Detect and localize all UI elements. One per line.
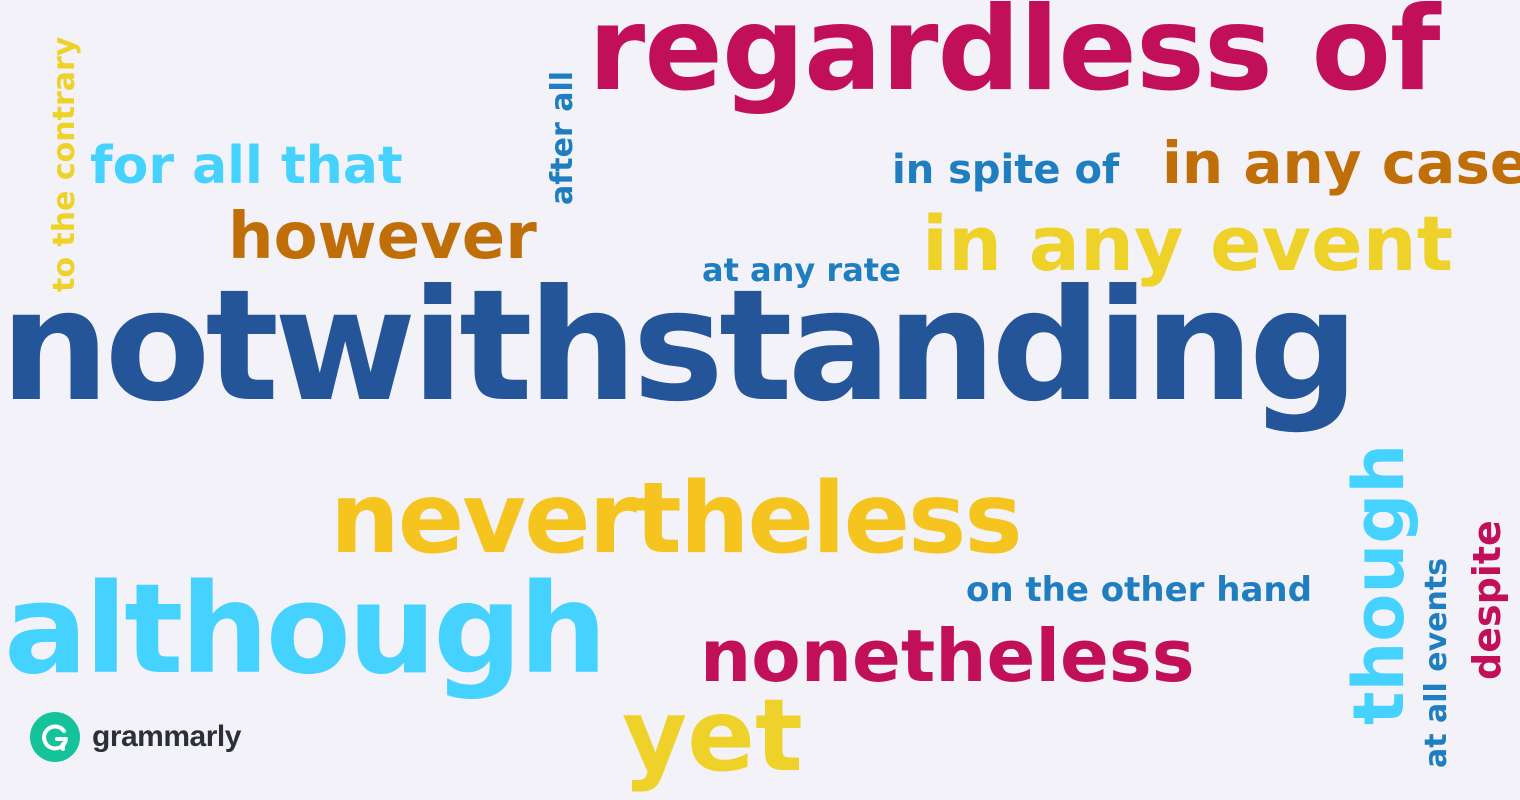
word-however: however — [228, 200, 537, 274]
logo-wordmark: grammarly — [92, 720, 241, 753]
word-to-the-contrary: to the contrary — [47, 36, 82, 292]
word-nonetheless: nonetheless — [700, 614, 1195, 698]
word-on-the-other-hand: on the other hand — [966, 570, 1312, 610]
grammarly-g-icon — [30, 712, 80, 762]
word-though: though — [1338, 443, 1420, 725]
word-for-all-that: for all that — [90, 136, 403, 196]
word-in-any-case: in any case — [1162, 129, 1520, 197]
grammarly-logo: grammarly — [30, 712, 241, 762]
word-after-all: after all — [545, 70, 580, 205]
word-notwithstanding: notwithstanding — [0, 257, 1359, 436]
word-despite: despite — [1465, 520, 1509, 680]
word-nevertheless: nevertheless — [330, 462, 1023, 576]
word-at-any-rate: at any rate — [702, 251, 901, 289]
word-regardless-of: regardless of — [588, 0, 1441, 117]
word-at-all-events: at all events — [1419, 557, 1454, 768]
word-in-spite-of: in spite of — [892, 147, 1120, 193]
word-in-any-event: in any event — [922, 199, 1454, 288]
word-yet: yet — [622, 677, 803, 794]
word-although: although — [4, 558, 607, 702]
